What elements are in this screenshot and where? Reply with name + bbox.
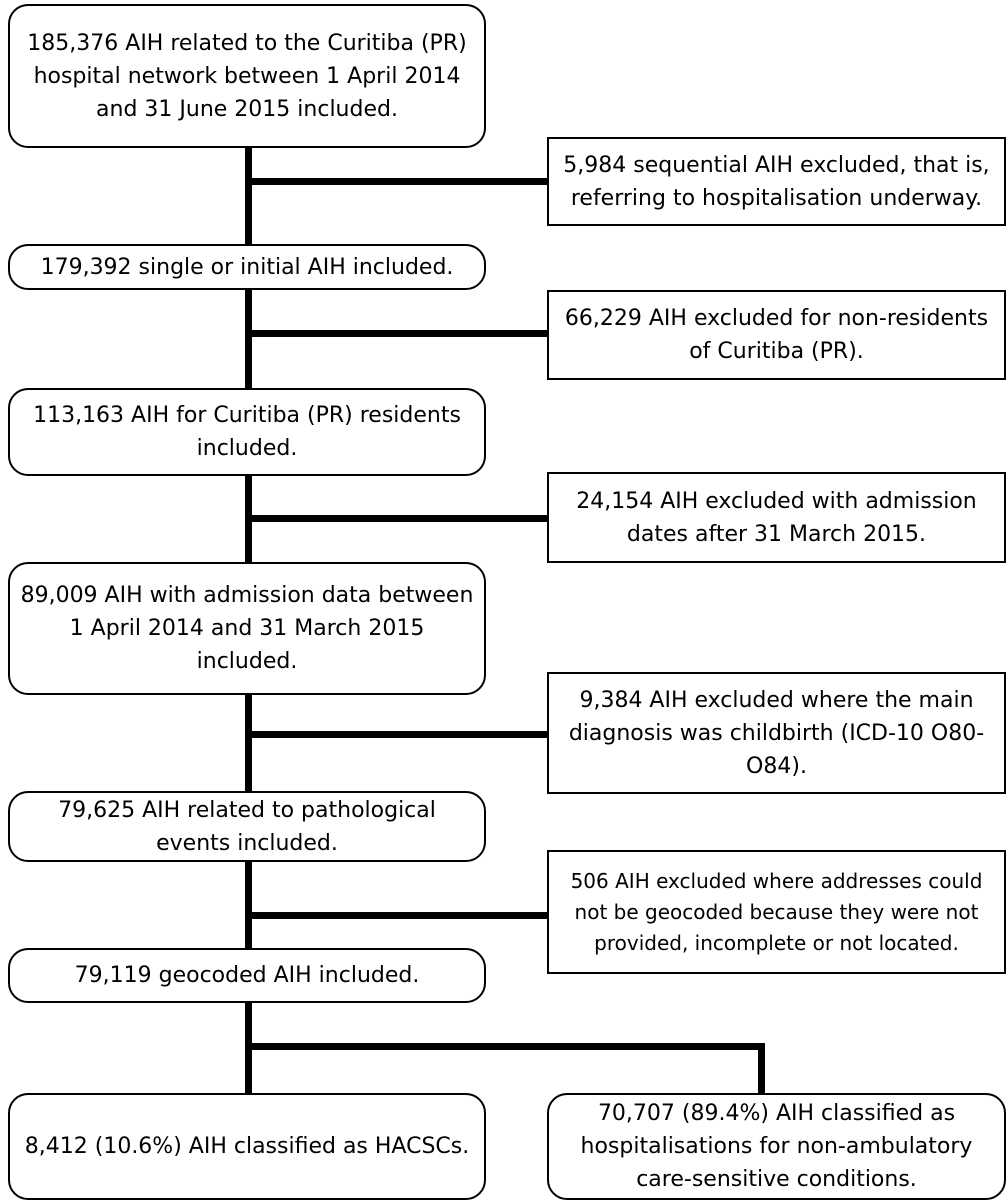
include-box-6: 79,119 geocoded AIH included. bbox=[8, 948, 486, 1003]
exclude-box-2: 66,229 AIH excluded for non-residents of… bbox=[547, 290, 1006, 380]
connector-main-4 bbox=[245, 695, 252, 791]
connector-exclude-1 bbox=[245, 178, 548, 185]
connector-main-5 bbox=[245, 862, 252, 948]
connector-main-2 bbox=[245, 290, 252, 388]
exclude-box-5: 506 AIH excluded where addresses could n… bbox=[547, 850, 1006, 974]
include-box-5: 79,625 AIH related to pathological event… bbox=[8, 791, 486, 862]
include-box-2: 179,392 single or initial AIH included. bbox=[8, 244, 486, 290]
exclude-box-3: 24,154 AIH excluded with admission dates… bbox=[547, 472, 1006, 563]
include-box-1: 185,376 AIH related to the Curitiba (PR)… bbox=[8, 4, 486, 148]
connector-exclude-2 bbox=[245, 330, 548, 337]
include-box-3: 113,163 AIH for Curitiba (PR) residents … bbox=[8, 388, 486, 476]
connector-main-1 bbox=[245, 148, 252, 244]
connector-exclude-3 bbox=[245, 515, 548, 522]
include-box-4: 89,009 AIH with admission data between 1… bbox=[8, 562, 486, 695]
exclude-box-4: 9,384 AIH excluded where the main diagno… bbox=[547, 672, 1006, 794]
connector-exclude-5 bbox=[245, 912, 548, 919]
outcome-box-non-acsc: 70,707 (89.4%) AIH classified as hospita… bbox=[547, 1093, 1006, 1200]
outcome-box-hacscs: 8,412 (10.6%) AIH classified as HACSCs. bbox=[8, 1093, 486, 1200]
connector-exclude-4 bbox=[245, 731, 548, 738]
connector-outcome-right bbox=[758, 1043, 765, 1093]
connector-split bbox=[245, 1043, 765, 1050]
exclude-box-1: 5,984 sequential AIH excluded, that is, … bbox=[547, 137, 1006, 226]
